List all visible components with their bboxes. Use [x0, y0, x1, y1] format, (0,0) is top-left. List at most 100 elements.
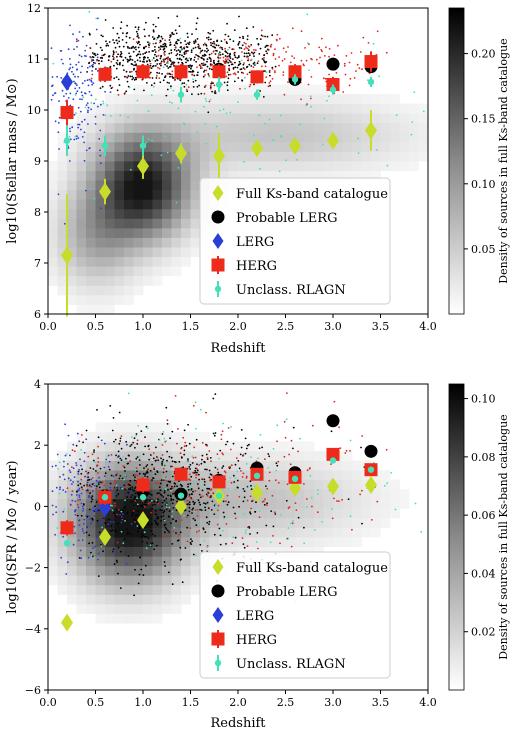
source-point: [168, 531, 170, 533]
source-point: [242, 472, 245, 475]
source-point: [161, 509, 164, 512]
source-point: [185, 444, 188, 447]
x-tick-label: 1.5: [182, 696, 200, 709]
source-point: [93, 451, 95, 453]
source-point: [252, 62, 255, 65]
source-point: [87, 491, 89, 493]
source-point: [186, 461, 189, 463]
source-point: [187, 483, 190, 486]
source-point: [151, 139, 153, 142]
source-point: [345, 55, 348, 57]
source-point: [115, 484, 118, 487]
source-point: [254, 49, 257, 52]
source-point: [297, 516, 300, 519]
source-point: [226, 440, 229, 443]
source-point: [162, 45, 164, 48]
source-point: [92, 61, 95, 64]
source-point: [125, 32, 128, 35]
source-point: [234, 463, 237, 466]
source-point: [163, 58, 165, 61]
source-point: [190, 498, 193, 500]
source-point: [180, 49, 183, 52]
source-point: [128, 36, 131, 39]
density-cell: [76, 556, 87, 567]
source-point: [100, 521, 102, 524]
source-point: [174, 29, 177, 32]
density-cell: [342, 517, 353, 528]
marker-diamond: [289, 136, 301, 155]
source-point: [236, 57, 239, 59]
source-point: [166, 529, 169, 532]
source-point: [151, 523, 153, 526]
source-point: [77, 470, 80, 473]
source-point: [188, 495, 191, 498]
density-cell: [114, 508, 125, 519]
source-point: [95, 479, 98, 482]
source-point: [77, 137, 80, 139]
source-point: [256, 532, 259, 534]
source-point: [261, 446, 263, 449]
source-point: [57, 131, 60, 134]
x-axis: 0.0 0.5 1.0 1.5 2.0 2.5 3.0 3.5 4.0: [39, 314, 437, 333]
source-point: [86, 489, 89, 491]
source-point: [139, 53, 142, 56]
source-point: [92, 482, 95, 485]
source-point: [203, 86, 206, 88]
density-cell: [333, 479, 343, 490]
source-point: [97, 508, 100, 510]
source-point: [135, 41, 138, 43]
source-point: [91, 490, 94, 493]
density-cell: [95, 594, 106, 605]
density-cell: [152, 489, 163, 500]
source-point: [149, 64, 152, 67]
source-point: [367, 42, 370, 44]
density-cell: [314, 132, 324, 143]
source-point: [198, 478, 201, 481]
source-point: [148, 448, 151, 451]
density-cell: [105, 132, 115, 143]
source-point: [208, 487, 211, 490]
legend-marker: [214, 659, 222, 667]
density-cell: [152, 141, 163, 152]
source-point: [238, 15, 240, 18]
source-point: [306, 103, 308, 106]
source-point: [243, 55, 246, 58]
source-point: [120, 435, 123, 437]
source-point: [110, 115, 112, 117]
source-point: [190, 488, 193, 491]
source-point: [92, 468, 95, 470]
density-cell: [295, 103, 305, 114]
source-point: [74, 532, 76, 535]
source-point: [240, 470, 242, 472]
source-point: [217, 60, 220, 63]
source-point: [148, 59, 151, 61]
source-point: [361, 489, 363, 492]
density-cell: [143, 603, 153, 614]
source-point: [149, 499, 151, 502]
density-cell: [76, 122, 87, 133]
source-point: [239, 453, 242, 456]
source-point: [199, 508, 202, 511]
source-point: [213, 40, 215, 43]
source-point: [267, 49, 270, 52]
density-cell: [48, 256, 58, 267]
source-point: [127, 75, 130, 77]
density-cell: [124, 294, 134, 305]
marker-diamond: [175, 144, 187, 163]
source-point: [179, 79, 182, 82]
density-cell: [86, 603, 96, 614]
source-point: [120, 51, 122, 53]
source-point: [147, 502, 150, 505]
source-point: [78, 496, 81, 498]
source-point: [118, 411, 121, 414]
source-point: [131, 488, 134, 491]
source-point: [121, 516, 123, 518]
source-point: [134, 496, 137, 499]
density-cell: [162, 422, 172, 433]
source-point: [81, 65, 83, 68]
source-point: [69, 63, 72, 66]
source-point: [111, 504, 113, 507]
source-point: [376, 500, 379, 503]
density-cell: [228, 441, 239, 452]
source-point: [228, 67, 231, 70]
